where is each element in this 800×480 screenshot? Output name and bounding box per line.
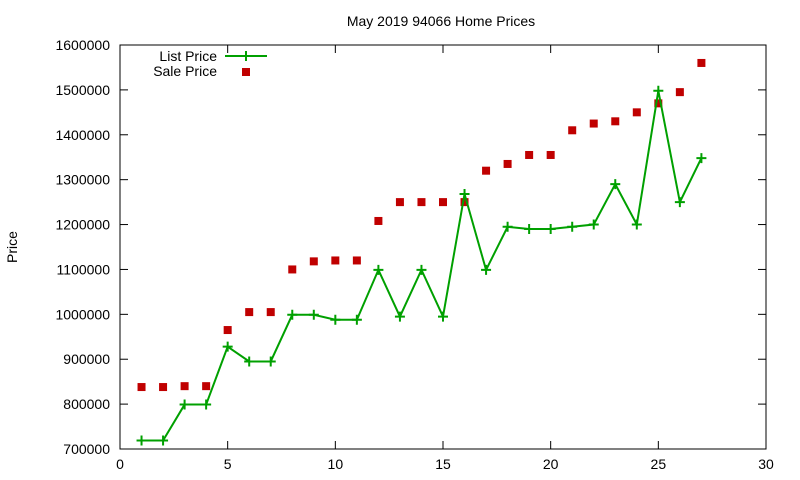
list-price-point (567, 221, 578, 232)
y-tick-label: 1200000 (55, 217, 110, 233)
y-tick-label: 1300000 (55, 172, 110, 188)
series-sale-price (137, 58, 706, 392)
y-axis: 700000 800000 900000 1000000 1100000 1200000 1… (55, 37, 766, 457)
list-price-point (308, 309, 319, 320)
sale-price-point (654, 99, 663, 108)
sale-price-point (525, 150, 534, 159)
list-price-point (179, 399, 190, 410)
list-price-point (244, 356, 255, 367)
list-price-point (416, 264, 427, 275)
sale-price-point (180, 382, 189, 391)
sale-price-point (331, 256, 340, 265)
legend-marker-list-price (241, 51, 251, 61)
chart-title: May 2019 94066 Home Prices (347, 13, 535, 29)
list-price-point (653, 85, 664, 96)
list-price-point (696, 153, 707, 164)
sale-price-point (439, 198, 447, 207)
sale-price-point (266, 308, 275, 317)
list-price-point (631, 219, 642, 230)
list-price-point (674, 197, 685, 208)
sale-price-point (503, 159, 512, 168)
x-tick-label: 25 (651, 456, 667, 472)
list-price-point (545, 224, 556, 235)
y-axis-label: Price (4, 231, 20, 263)
sale-price-point (288, 265, 297, 274)
y-tick-label: 1400000 (55, 127, 110, 143)
list-price-point (136, 435, 147, 446)
x-tick-label: 15 (435, 456, 451, 472)
sale-price-point (374, 216, 383, 225)
legend-marker-sale-price (242, 68, 250, 76)
list-price-point (373, 264, 384, 275)
list-price-point (502, 221, 513, 232)
list-price-point (265, 356, 276, 367)
list-price-point (287, 309, 298, 320)
x-tick-label: 30 (758, 456, 774, 472)
sale-price-point (697, 58, 706, 67)
y-tick-label: 800000 (63, 396, 110, 412)
list-price-point (481, 264, 492, 275)
legend-label-sale-price: Sale Price (153, 63, 217, 79)
sale-price-point (417, 198, 426, 207)
y-tick-label: 1600000 (55, 37, 110, 53)
list-price-point (610, 179, 621, 190)
sale-price-point (202, 382, 211, 391)
y-tick-label: 700000 (63, 441, 110, 457)
sale-price-point (245, 308, 254, 317)
list-price-point (222, 341, 233, 352)
sale-price-point (460, 198, 469, 207)
sale-price-point (395, 198, 404, 207)
sale-price-point (546, 150, 555, 159)
x-tick-label: 20 (543, 456, 559, 472)
list-price-point (351, 314, 362, 325)
list-price-point (588, 219, 599, 230)
sale-price-point (632, 108, 641, 117)
sale-price-point (159, 383, 168, 392)
sale-price-point (309, 257, 318, 266)
y-tick-label: 1500000 (55, 82, 110, 98)
legend-label-list-price: List Price (159, 48, 217, 64)
y-tick-label: 1000000 (55, 306, 110, 322)
sale-price-point (223, 326, 232, 335)
list-price-point (201, 399, 212, 410)
sale-price-point (482, 166, 491, 175)
sale-price-point (352, 256, 361, 265)
list-price-point (158, 435, 169, 446)
sale-price-point (611, 117, 620, 126)
x-tick-label: 5 (224, 456, 232, 472)
x-tick-label: 10 (328, 456, 344, 472)
sale-price-point (568, 126, 577, 135)
sale-price-point (137, 383, 146, 392)
list-price-point (330, 314, 341, 325)
list-price-point (438, 311, 448, 322)
sale-price-point (675, 88, 684, 97)
list-price-point (394, 311, 405, 322)
list-price-point (524, 224, 535, 235)
plot-frame (119, 44, 767, 450)
y-tick-label: 1100000 (57, 261, 111, 277)
y-tick-label: 900000 (63, 351, 110, 367)
series-list-price (136, 85, 707, 446)
list-price-point (459, 189, 470, 200)
x-axis: 0 5 10 15 20 25 30 (116, 45, 774, 472)
sale-price-point (589, 119, 598, 128)
x-tick-label: 0 (116, 456, 124, 472)
series-layer (136, 58, 707, 446)
